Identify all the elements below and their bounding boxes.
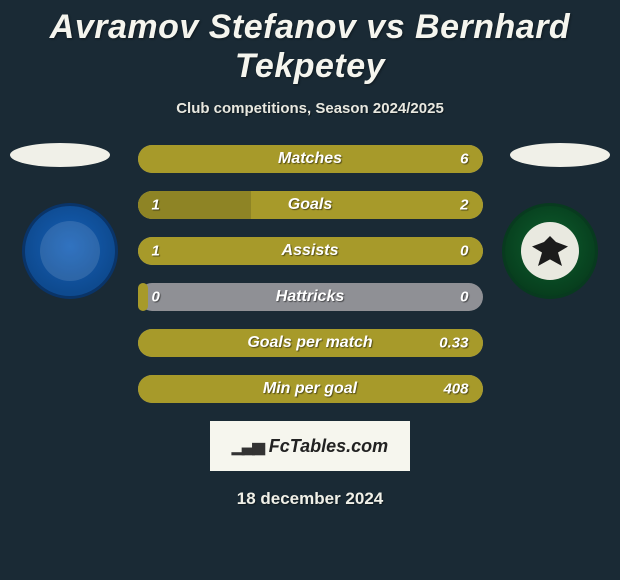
player-left-avatar-placeholder bbox=[10, 143, 110, 167]
stat-value-left: 0 bbox=[152, 289, 160, 306]
stat-row: 0.33 Goals per match bbox=[138, 329, 483, 357]
club-badge-left bbox=[22, 203, 118, 299]
stat-value-right: 408 bbox=[443, 381, 468, 398]
stat-value-right: 0 bbox=[460, 243, 468, 260]
stat-label: Goals bbox=[288, 196, 332, 214]
stat-label: Matches bbox=[278, 150, 342, 168]
stat-label: Goals per match bbox=[247, 334, 372, 352]
stat-row: 0 0 Hattricks bbox=[138, 283, 483, 311]
stat-value-right: 0.33 bbox=[439, 335, 468, 352]
stat-label: Hattricks bbox=[276, 288, 344, 306]
bar-fill bbox=[138, 283, 148, 311]
subtitle: Club competitions, Season 2024/2025 bbox=[0, 100, 620, 117]
club-badge-right bbox=[502, 203, 598, 299]
date-text: 18 december 2024 bbox=[0, 489, 620, 509]
stat-row: 1 0 Assists bbox=[138, 237, 483, 265]
stat-value-right: 2 bbox=[460, 197, 468, 214]
stat-bars: 6 Matches 1 2 Goals 1 0 Assists 0 0 Hattricks 0.33 G… bbox=[138, 145, 483, 403]
branding-text: FcTables.com bbox=[269, 436, 388, 457]
chart-icon: ▁▃▅ bbox=[232, 436, 263, 456]
stat-value-left: 1 bbox=[152, 197, 160, 214]
stat-row: 408 Min per goal bbox=[138, 375, 483, 403]
page-title: Avramov Stefanov vs Bernhard Tekpetey bbox=[0, 0, 620, 86]
stat-label: Assists bbox=[282, 242, 339, 260]
stat-label: Min per goal bbox=[263, 380, 357, 398]
stat-row: 1 2 Goals bbox=[138, 191, 483, 219]
stat-row: 6 Matches bbox=[138, 145, 483, 173]
eagle-icon bbox=[530, 236, 570, 266]
stat-value-right: 6 bbox=[460, 151, 468, 168]
stat-value-left: 1 bbox=[152, 243, 160, 260]
comparison-content: 6 Matches 1 2 Goals 1 0 Assists 0 0 Hattricks 0.33 G… bbox=[0, 145, 620, 403]
player-right-avatar-placeholder bbox=[510, 143, 610, 167]
branding-box: ▁▃▅ FcTables.com bbox=[210, 421, 410, 471]
stat-value-right: 0 bbox=[460, 289, 468, 306]
